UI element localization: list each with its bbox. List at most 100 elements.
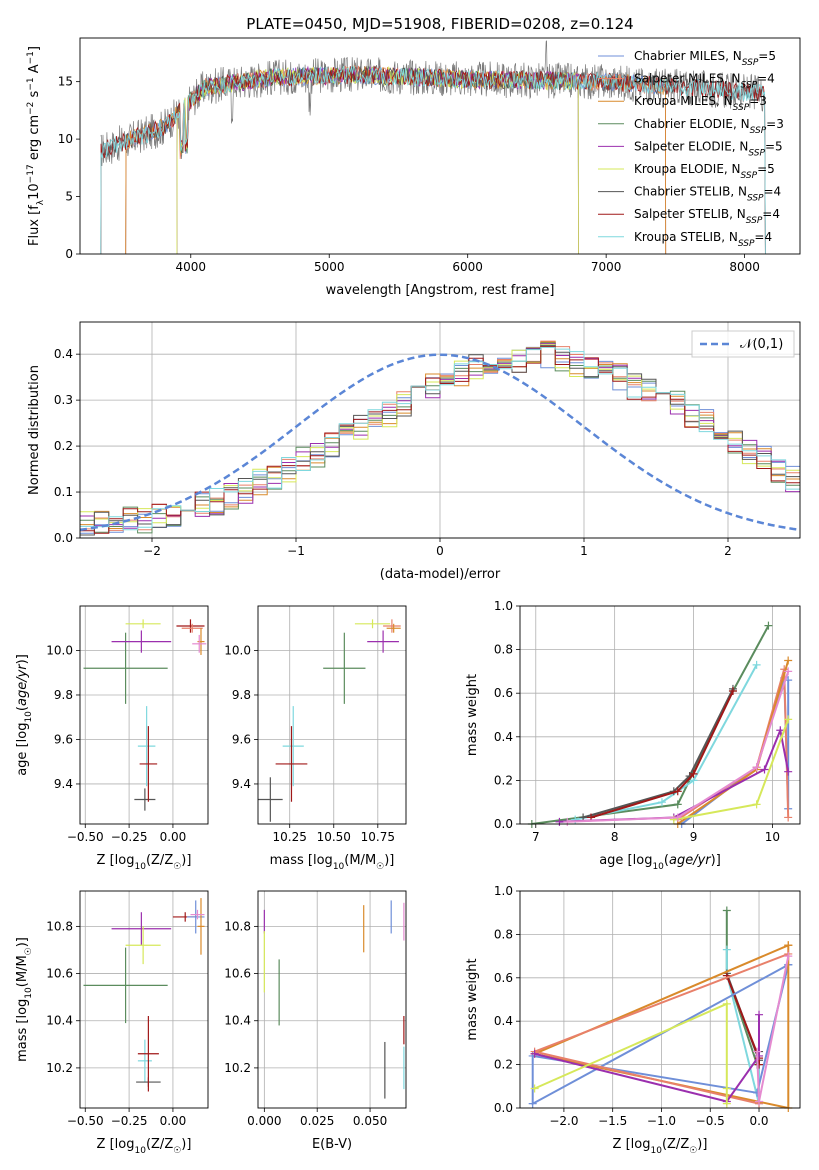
y-axis-label: mass weight — [465, 674, 480, 756]
y-tick-label: 9.6 — [232, 732, 251, 746]
data-point-marker — [784, 656, 793, 665]
model-spectrum-line — [176, 65, 579, 254]
x-tick-label: 6000 — [452, 260, 483, 274]
data-point-marker — [530, 1084, 539, 1093]
x-tick-label: 1 — [580, 544, 588, 558]
y-tick-label: 10.6 — [224, 967, 251, 981]
y-tick-label: 0.0 — [494, 1101, 513, 1115]
x-axis-label: mass [log10(M/M☉)] — [270, 853, 395, 872]
series-line — [673, 719, 790, 821]
axes-frame — [79, 37, 801, 255]
panel-1: 4000 5000 6000 7000 8000 0 5 10 15 PLATE=0450, MJ… — [26, 15, 801, 298]
model-spectrum-line — [176, 65, 579, 254]
x-tick-label: −1.5 — [598, 1114, 627, 1128]
y-tick-label: 0.8 — [494, 643, 513, 657]
x-tick-label: −0.25 — [111, 830, 148, 844]
y-tick-label: 10.0 — [224, 643, 251, 657]
y-axis-label: mass weight — [465, 958, 480, 1040]
x-tick-label: 5000 — [314, 260, 345, 274]
y-tick-label: 0.3 — [54, 393, 73, 407]
data-point-marker — [722, 999, 731, 1008]
y-tick-label: 0.6 — [494, 686, 513, 700]
y-tick-label: 9.4 — [232, 777, 251, 791]
axes-frame — [257, 890, 407, 1109]
data-point-marker — [755, 1010, 764, 1019]
y-tick-label: 9.4 — [54, 777, 73, 791]
x-tick-label: 0 — [436, 544, 444, 558]
y-tick-label: 1.0 — [494, 599, 513, 613]
data-point-marker — [784, 667, 793, 676]
y-tick-label: 10.6 — [46, 967, 73, 981]
chart-title: PLATE=0450, MJD=51908, FIBERID=0208, z=0… — [246, 15, 633, 33]
data-point-marker — [752, 800, 761, 809]
y-tick-label: 9.8 — [54, 688, 73, 702]
y-tick-label: 0.2 — [54, 439, 73, 453]
y-tick-label: 10.2 — [46, 1061, 73, 1075]
panel-2: −2 −1 0 1 2 0.0 0.1 0.2 0.3 0.4 (data-model)/error… — [27, 321, 801, 582]
y-tick-label: 0 — [65, 247, 73, 261]
data-point-marker — [753, 1047, 762, 1056]
x-tick-label: −1.0 — [647, 1114, 676, 1128]
data-point-marker — [673, 813, 682, 822]
normal-curve — [80, 353, 800, 532]
y-tick-label: 10.0 — [46, 643, 73, 657]
x-tick-label: 0.00 — [160, 1114, 187, 1128]
legend-label: Kroupa ELODIE, NSSP=5 — [634, 162, 775, 181]
x-tick-label: −1 — [287, 544, 305, 558]
y-tick-label: 0.6 — [494, 971, 513, 985]
data-point-marker — [784, 715, 793, 724]
axes-frame — [79, 321, 801, 539]
axes-frame — [79, 890, 209, 1109]
x-tick-label: −2.0 — [549, 1114, 578, 1128]
data-point-marker — [755, 1060, 764, 1069]
x-axis-label: Z [log10(Z/Z☉)] — [613, 1137, 708, 1156]
data-point-marker — [784, 952, 793, 961]
data-point-marker — [728, 687, 737, 696]
series-line — [531, 625, 770, 824]
x-tick-label: 0.050 — [353, 1114, 387, 1128]
x-tick-label: 7000 — [591, 260, 622, 274]
x-tick-label: 7 — [532, 830, 540, 844]
data-point-marker — [784, 767, 793, 776]
y-tick-label: 15 — [58, 75, 73, 89]
panel-7: 0.000 0.025 0.050 10.2 10.4 10.6 10.8 E(B-V) — [224, 890, 407, 1152]
data-point-marker — [784, 813, 793, 822]
model-spectrum-line — [176, 65, 579, 254]
data-point-marker — [776, 726, 785, 735]
y-tick-label: 9.8 — [232, 688, 251, 702]
data-point-marker — [673, 787, 682, 796]
panel-5: 7 8 9 10 0.0 0.2 0.4 0.6 0.8 1.0 mass weight age [l… — [465, 599, 801, 872]
series-line — [534, 1002, 728, 1104]
data-point-marker — [760, 765, 769, 774]
data-point-marker — [673, 800, 682, 809]
legend-label: Chabrier ELODIE, NSSP=3 — [634, 117, 784, 136]
y-tick-label: 10.2 — [224, 1061, 251, 1075]
x-tick-label: 8000 — [729, 260, 760, 274]
x-tick-label: 10.75 — [361, 830, 395, 844]
data-point-marker — [563, 817, 572, 826]
axes-frame — [519, 605, 801, 825]
y-tick-label: 5 — [65, 190, 73, 204]
legend-label: Salpeter ELODIE, NSSP=5 — [634, 139, 783, 158]
data-point-marker — [752, 660, 761, 669]
series-line — [582, 688, 734, 819]
x-tick-label: −0.50 — [67, 1114, 104, 1128]
y-tick-label: 1.0 — [494, 884, 513, 898]
legend-label: Kroupa STELIB, NSSP=4 — [634, 230, 772, 249]
axes-frame — [519, 890, 801, 1109]
y-tick-label: 10 — [58, 132, 73, 146]
y-axis-label: Flux [fλ10−17 erg cm−2 s−1 A−1] — [26, 46, 46, 246]
x-tick-label: −0.5 — [696, 1114, 725, 1128]
x-tick-label: −2 — [143, 544, 161, 558]
y-tick-label: 10.8 — [46, 919, 73, 933]
observed-spectrum — [100, 40, 766, 167]
y-tick-label: 10.4 — [46, 1014, 73, 1028]
series-line — [567, 671, 790, 823]
y-tick-label: 0.4 — [494, 730, 513, 744]
data-point-marker — [722, 906, 731, 915]
y-tick-label: 0.0 — [54, 531, 73, 545]
x-axis-label: Z [log10(Z/Z☉)] — [97, 1137, 192, 1156]
x-tick-label: −0.25 — [111, 1114, 148, 1128]
series-line — [725, 949, 760, 1104]
